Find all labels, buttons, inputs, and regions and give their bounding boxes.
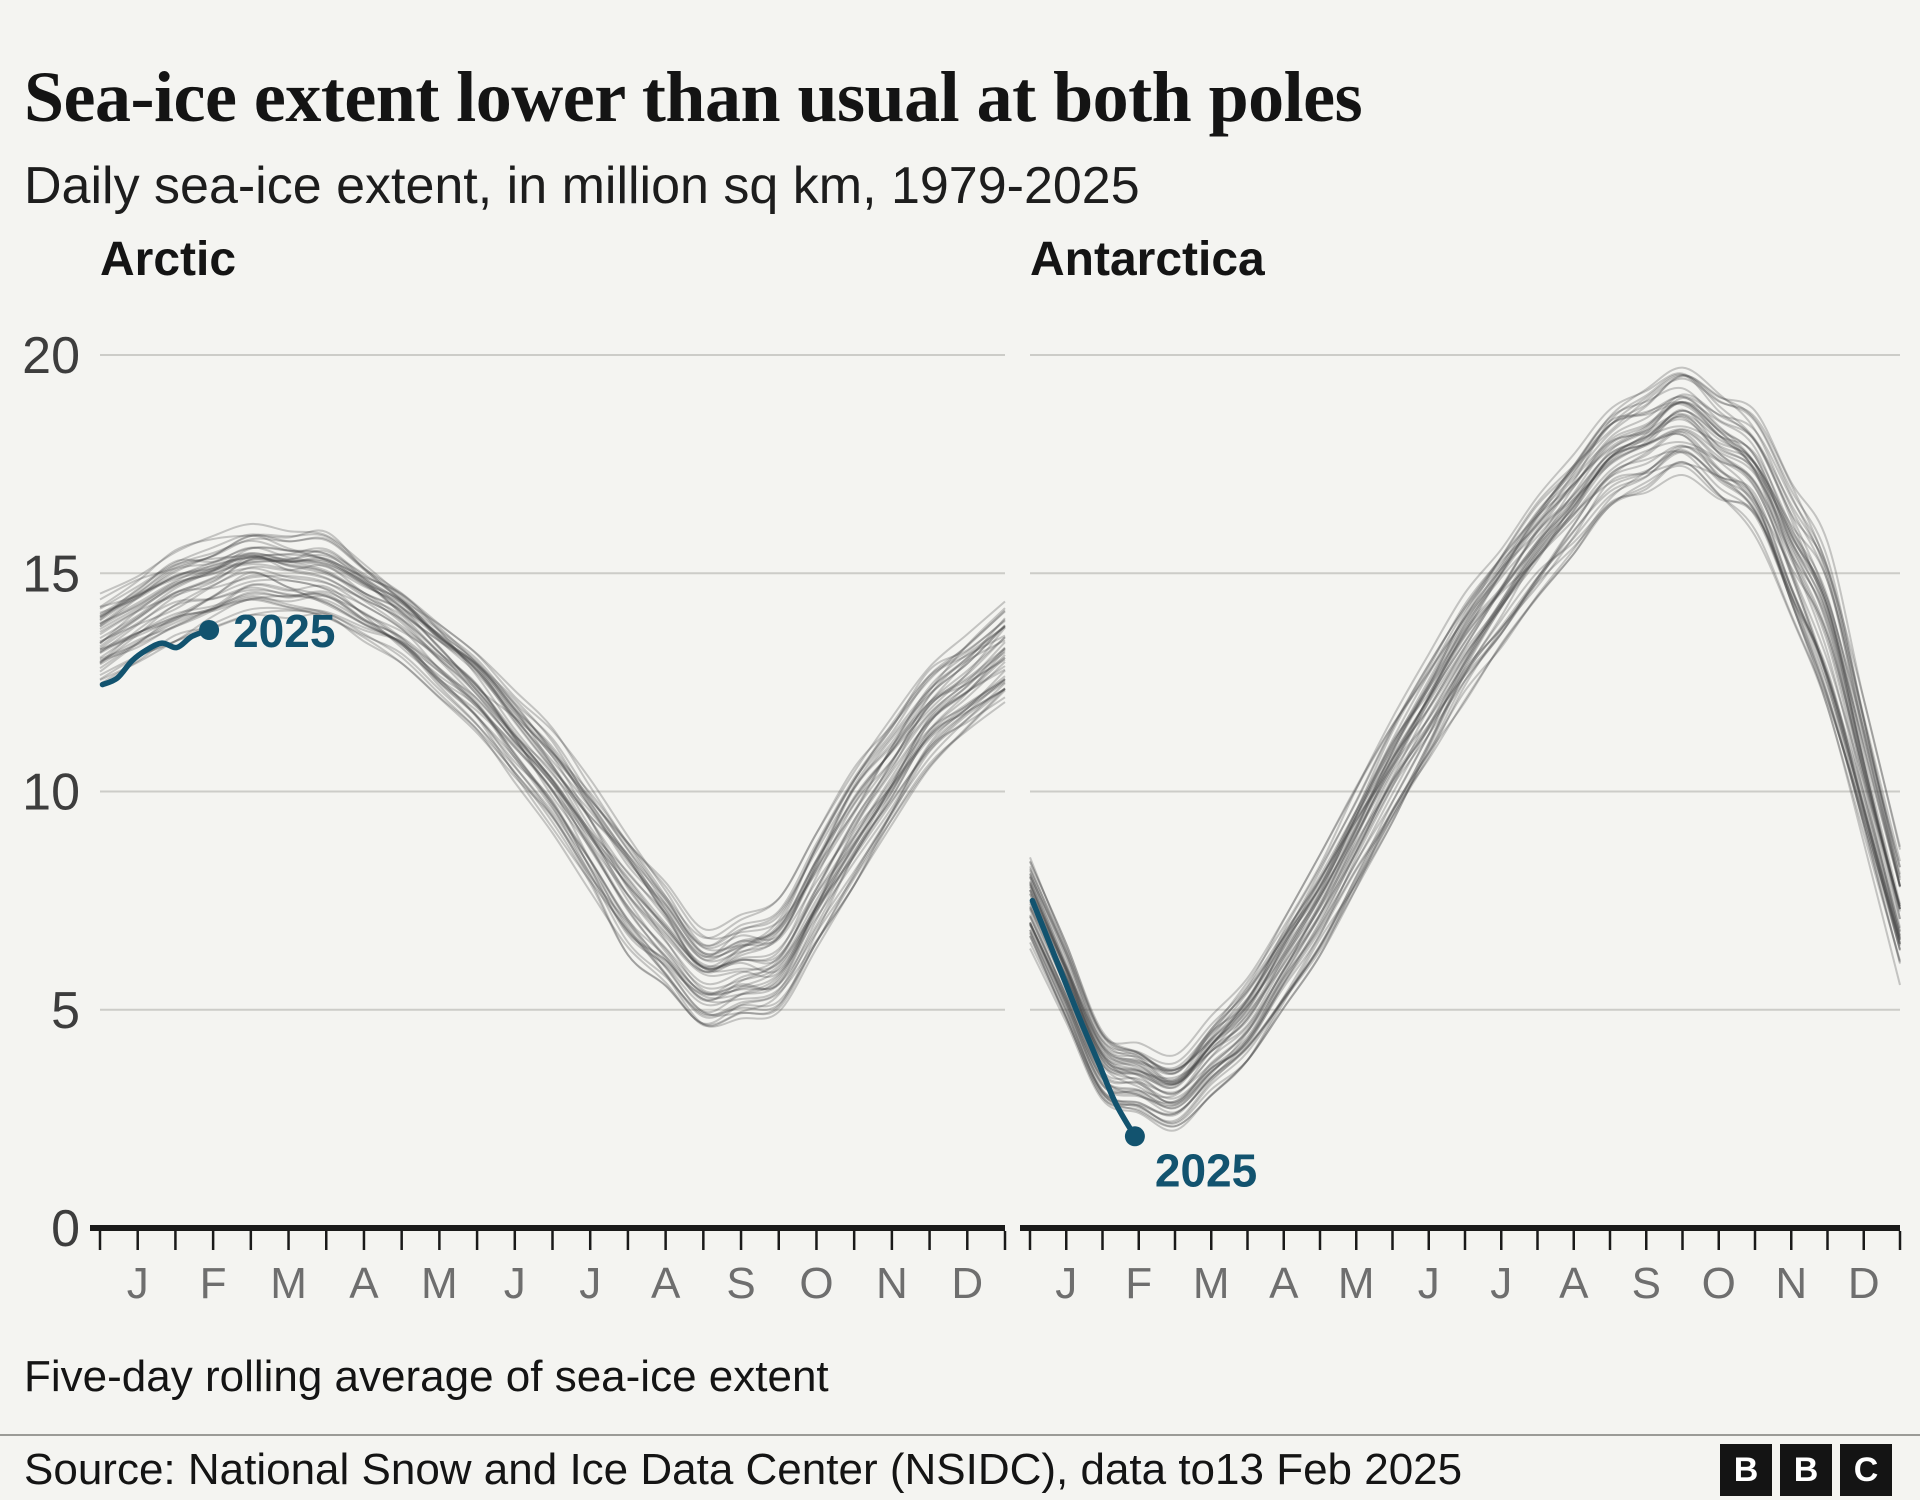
chart-subtitle: Daily sea-ice extent, in million sq km, … bbox=[24, 157, 1140, 215]
panel-title-antarctica: Antarctica bbox=[1030, 233, 1265, 286]
month-label: A bbox=[349, 1259, 379, 1308]
month-label: D bbox=[951, 1259, 983, 1308]
month-label: N bbox=[876, 1259, 908, 1308]
y-tick-label: 15 bbox=[22, 545, 80, 603]
month-label: J bbox=[504, 1259, 526, 1308]
month-label: M bbox=[421, 1259, 458, 1308]
month-label: M bbox=[1193, 1259, 1230, 1308]
chart-footnote: Five-day rolling average of sea-ice exte… bbox=[24, 1352, 829, 1401]
month-label: J bbox=[579, 1259, 601, 1308]
source-text: Source: National Snow and Ice Data Cente… bbox=[24, 1445, 1463, 1494]
month-label: J bbox=[1490, 1259, 1512, 1308]
bbc-logo-block-2: B bbox=[1780, 1444, 1832, 1496]
month-label: A bbox=[651, 1259, 681, 1308]
history-lines bbox=[99, 522, 1006, 1028]
month-label: J bbox=[1418, 1259, 1440, 1308]
month-label: O bbox=[1702, 1259, 1736, 1308]
y-tick-label: 20 bbox=[22, 327, 80, 385]
month-label: A bbox=[1269, 1259, 1299, 1308]
series-2025-label: 2025 bbox=[233, 605, 335, 657]
month-label: J bbox=[127, 1259, 149, 1308]
month-label: S bbox=[726, 1259, 755, 1308]
y-axis-labels: 0 5 10 15 20 bbox=[22, 327, 80, 1258]
month-label: O bbox=[799, 1259, 833, 1308]
series-2025-label: 2025 bbox=[1155, 1144, 1257, 1196]
month-label: S bbox=[1632, 1259, 1661, 1308]
source-row: Source: National Snow and Ice Data Cente… bbox=[0, 1434, 1920, 1496]
series-2025-line bbox=[1029, 897, 1138, 1140]
bbc-logo: B B C bbox=[1720, 1444, 1892, 1496]
month-label: J bbox=[1055, 1259, 1077, 1308]
gridlines bbox=[1030, 354, 1900, 1011]
month-label: N bbox=[1775, 1259, 1807, 1308]
chart-title: Sea-ice extent lower than usual at both … bbox=[24, 57, 1363, 138]
panel-title-arctic: Arctic bbox=[100, 233, 237, 286]
series-2025-line bbox=[99, 627, 212, 688]
series-2025-marker bbox=[199, 620, 220, 640]
month-label: D bbox=[1848, 1259, 1880, 1308]
y-tick-label: 10 bbox=[22, 764, 80, 822]
gridlines bbox=[100, 354, 1005, 1011]
history-lines bbox=[1029, 366, 1901, 1132]
month-label: F bbox=[1125, 1259, 1152, 1308]
bbc-logo-block-3: C bbox=[1840, 1444, 1892, 1496]
month-label: A bbox=[1559, 1259, 1589, 1308]
month-label: F bbox=[200, 1259, 227, 1308]
bbc-logo-block-1: B bbox=[1720, 1444, 1772, 1496]
month-label: M bbox=[270, 1259, 307, 1308]
y-tick-label: 5 bbox=[51, 982, 80, 1040]
y-tick-label: 0 bbox=[51, 1200, 80, 1258]
month-label: M bbox=[1338, 1259, 1375, 1308]
series-2025-marker bbox=[1124, 1126, 1145, 1147]
